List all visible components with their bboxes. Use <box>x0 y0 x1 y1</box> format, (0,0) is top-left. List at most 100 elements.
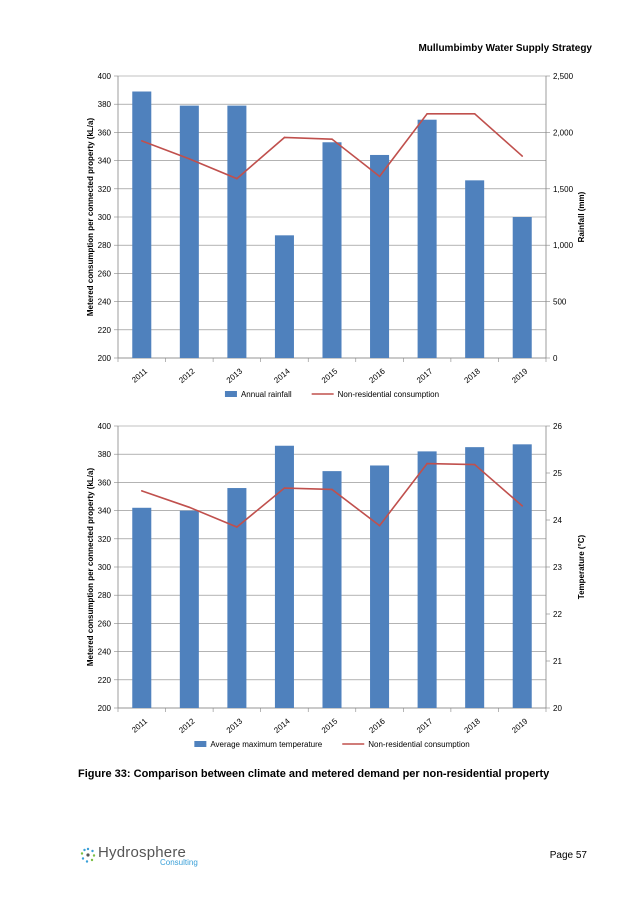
y2-tick-label: 20 <box>553 704 562 713</box>
consumption-point-2017 <box>426 462 428 465</box>
y-tick-label: 260 <box>98 269 112 278</box>
x-tick-label: 2015 <box>320 716 340 735</box>
y-tick-label: 380 <box>98 100 112 109</box>
y-tick-label: 300 <box>98 563 112 572</box>
y-tick-label: 260 <box>98 619 112 628</box>
x-tick-label: 2011 <box>130 366 149 384</box>
x-tick-label: 2013 <box>225 366 245 385</box>
x-tick-label: 2019 <box>510 366 530 385</box>
bar-2017 <box>417 451 437 708</box>
y2-tick-label: 26 <box>553 422 562 431</box>
figure-caption: Figure 33: Comparison between climate an… <box>78 768 550 780</box>
logo-name: Hydrosphere <box>98 844 187 861</box>
x-tick-label: 2012 <box>177 366 197 385</box>
y2-tick-label: 2,000 <box>553 128 574 137</box>
bar-2018 <box>465 180 485 358</box>
consumption-point-2013 <box>236 177 238 180</box>
x-tick-label: 2016 <box>367 716 387 735</box>
consumption-point-2019 <box>521 505 524 507</box>
consumption-point-2015 <box>331 488 333 491</box>
y2-tick-label: 1,500 <box>553 185 574 194</box>
bar-2011 <box>132 91 152 358</box>
y2-tick-label: 1,000 <box>553 241 574 250</box>
y-tick-label: 280 <box>98 241 112 250</box>
x-tick-label: 2016 <box>367 366 387 385</box>
y-tick-label: 340 <box>98 157 112 166</box>
consumption-point-2018 <box>473 463 476 466</box>
x-tick-label: 2012 <box>177 716 197 735</box>
x-tick-label: 2019 <box>510 716 530 735</box>
bar-2013 <box>227 488 247 708</box>
bar-2015 <box>322 471 342 708</box>
y2-tick-label: 24 <box>553 516 562 525</box>
bar-2011 <box>132 507 152 708</box>
y2-tick-label: 0 <box>553 354 558 363</box>
logo-subtitle: Consulting <box>160 858 198 867</box>
y-tick-label: 220 <box>98 326 112 335</box>
y2-axis-title: Temperature (°C) <box>577 534 586 599</box>
legend-label-bars: Annual rainfall <box>241 390 292 399</box>
y-tick-label: 400 <box>98 72 112 81</box>
consumption-point-2012 <box>188 158 191 160</box>
y-tick-label: 200 <box>98 354 112 363</box>
y-tick-label: 280 <box>98 591 112 600</box>
bar-2019 <box>512 217 532 358</box>
y2-axis-title: Rainfall (mm) <box>577 191 586 242</box>
bar-2013 <box>227 105 247 358</box>
y-axis-title: Metered consumption per connected proper… <box>86 118 95 317</box>
x-tick-label: 2017 <box>415 716 435 735</box>
x-tick-label: 2014 <box>272 366 292 385</box>
consumption-point-2013 <box>236 526 238 528</box>
x-tick-label: 2018 <box>463 716 483 735</box>
consumption-point-2016 <box>378 175 381 178</box>
consumption-point-2012 <box>188 506 191 509</box>
x-tick-label: 2017 <box>415 366 435 385</box>
consumption-point-2015 <box>331 138 333 140</box>
bar-2014 <box>274 235 294 358</box>
bar-2012 <box>179 510 199 708</box>
y2-tick-label: 22 <box>553 610 562 619</box>
x-tick-label: 2015 <box>320 366 340 385</box>
y2-tick-label: 23 <box>553 563 562 572</box>
document-header-title: Mullumbimby Water Supply Strategy <box>418 43 592 54</box>
y-tick-label: 240 <box>98 298 112 307</box>
bar-2017 <box>417 119 437 359</box>
bar-2016 <box>370 154 390 358</box>
consumption-point-2019 <box>521 155 524 157</box>
y2-tick-label: 2,500 <box>553 72 574 81</box>
legend-label-line: Non-residential consumption <box>368 740 469 749</box>
y2-tick-label: 500 <box>553 298 567 307</box>
y2-tick-label: 21 <box>553 657 562 666</box>
y2-tick-label: 25 <box>553 469 562 478</box>
hydrosphere-logo-icon <box>80 847 96 863</box>
y-tick-label: 200 <box>98 704 112 713</box>
legend-label-line: Non-residential consumption <box>338 390 439 399</box>
y-tick-label: 320 <box>98 185 112 194</box>
legend-label-bars: Average maximum temperature <box>210 740 322 749</box>
bar-2018 <box>465 447 485 708</box>
y-tick-label: 300 <box>98 213 112 222</box>
page-number: Page 57 <box>549 850 587 861</box>
bar-2015 <box>322 142 342 358</box>
y-tick-label: 360 <box>98 478 112 487</box>
y-tick-label: 380 <box>98 450 112 459</box>
consumption-point-2018 <box>473 112 476 115</box>
y-tick-label: 340 <box>98 507 112 516</box>
consumption-point-2017 <box>426 112 428 115</box>
y-tick-label: 220 <box>98 676 112 685</box>
consumption-point-2014 <box>283 487 286 489</box>
y-axis-title: Metered consumption per connected proper… <box>86 468 95 667</box>
y-tick-label: 400 <box>98 422 112 431</box>
x-tick-label: 2013 <box>225 716 245 735</box>
bar-2014 <box>274 445 294 708</box>
x-tick-label: 2018 <box>463 366 483 385</box>
y-tick-label: 240 <box>98 648 112 657</box>
x-tick-label: 2014 <box>272 716 292 735</box>
y-tick-label: 320 <box>98 535 112 544</box>
consumption-point-2011 <box>140 490 143 492</box>
hydrosphere-logo: Hydrosphere Consulting <box>80 845 198 867</box>
legend-swatch-bars <box>194 741 207 747</box>
consumption-point-2011 <box>140 140 143 142</box>
consumption-point-2014 <box>283 136 286 139</box>
consumption-point-2016 <box>378 524 381 527</box>
